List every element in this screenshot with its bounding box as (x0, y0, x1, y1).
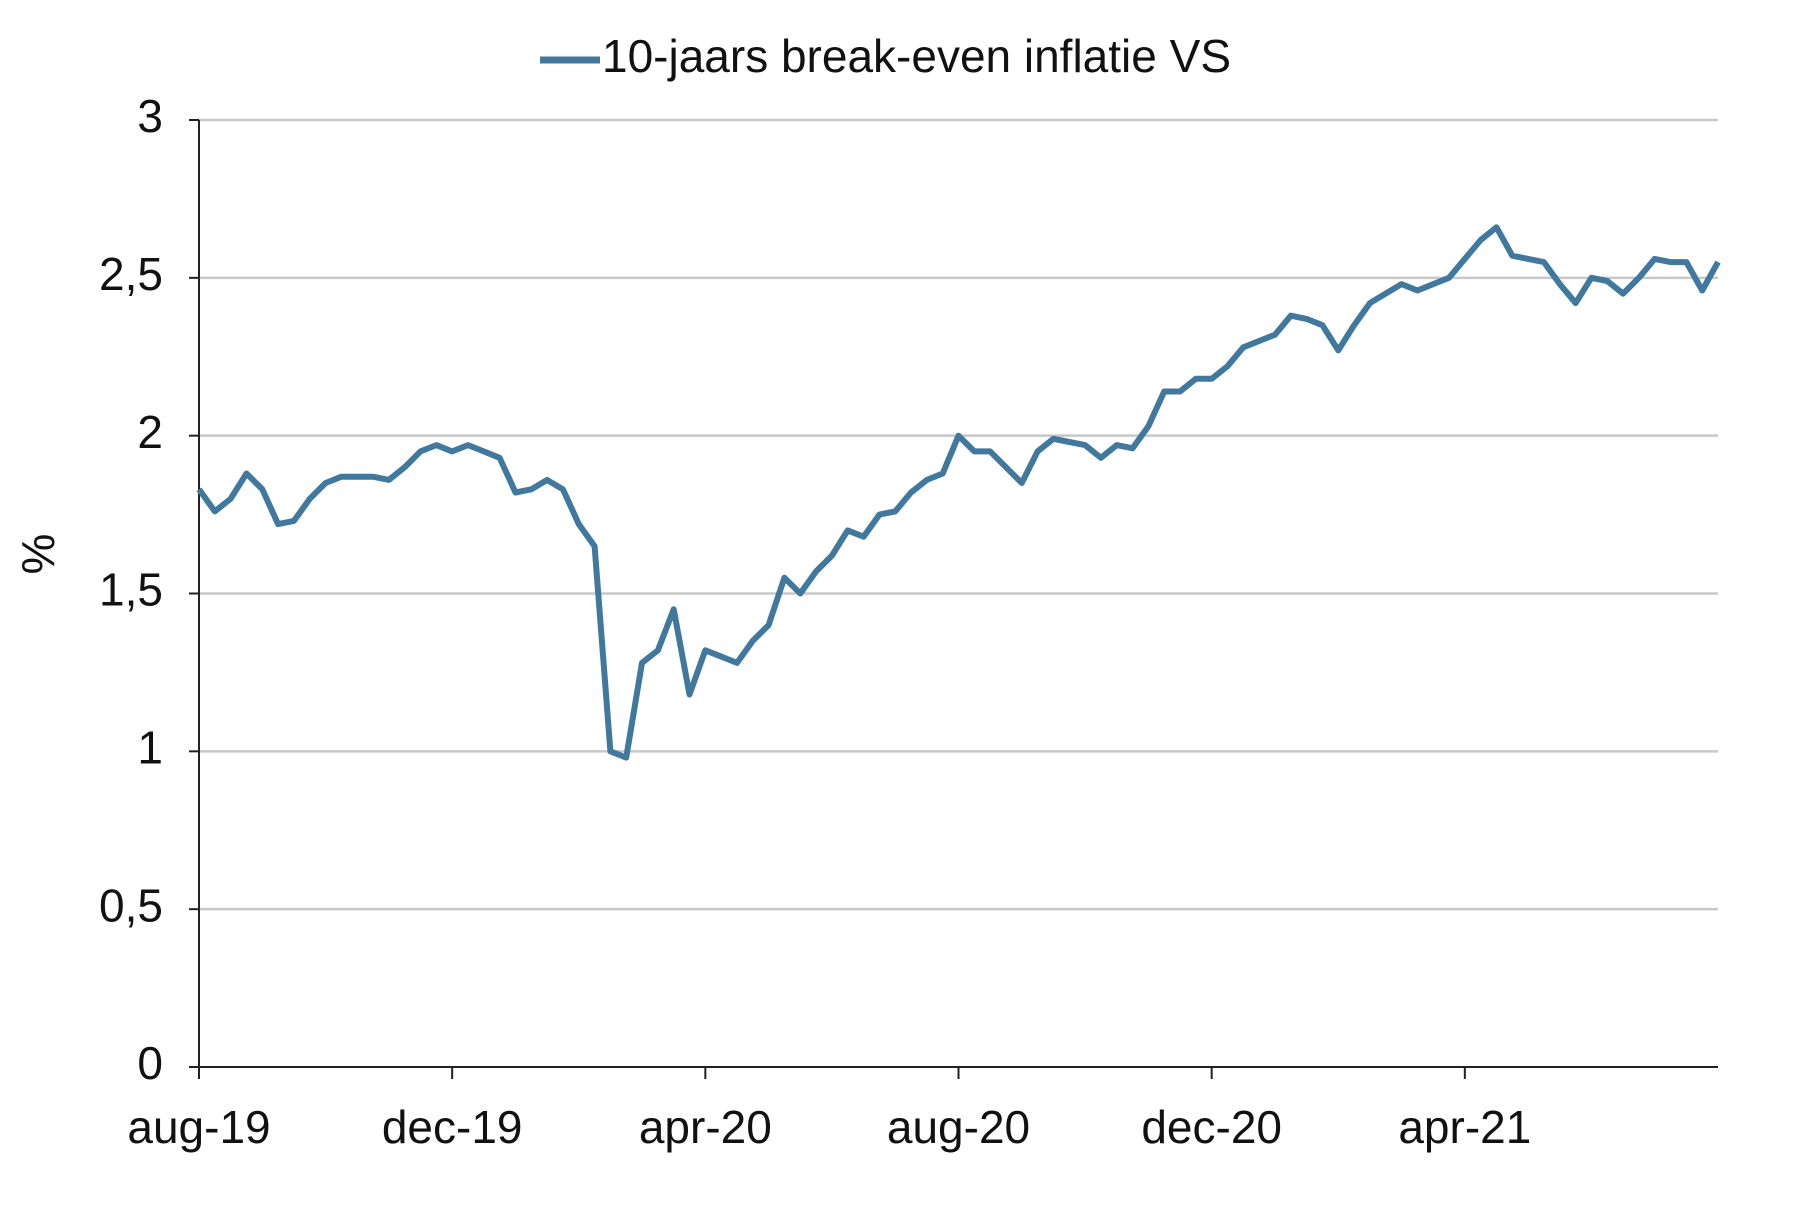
y-tick-label: 3 (137, 90, 163, 142)
x-tick-label: dec-20 (1141, 1101, 1282, 1153)
x-tick-label: aug-20 (887, 1101, 1030, 1153)
y-tick-label: 2,5 (99, 248, 163, 300)
y-tick-label: 0 (137, 1037, 163, 1089)
y-tick-label: 2 (137, 406, 163, 458)
y-tick-label: 1 (137, 721, 163, 773)
y-tick-label: 1,5 (99, 564, 163, 616)
data-line (196, 224, 1721, 761)
x-tick-label: dec-19 (382, 1101, 523, 1153)
y-axis-label: % (12, 534, 64, 575)
x-tick-label: apr-20 (639, 1101, 772, 1153)
x-tick-label: aug-19 (127, 1101, 270, 1153)
x-tick-label: apr-21 (1398, 1101, 1531, 1153)
legend-label: 10-jaars break-even inflatie VS (602, 30, 1231, 82)
y-tick-label: 0,5 (99, 879, 163, 931)
